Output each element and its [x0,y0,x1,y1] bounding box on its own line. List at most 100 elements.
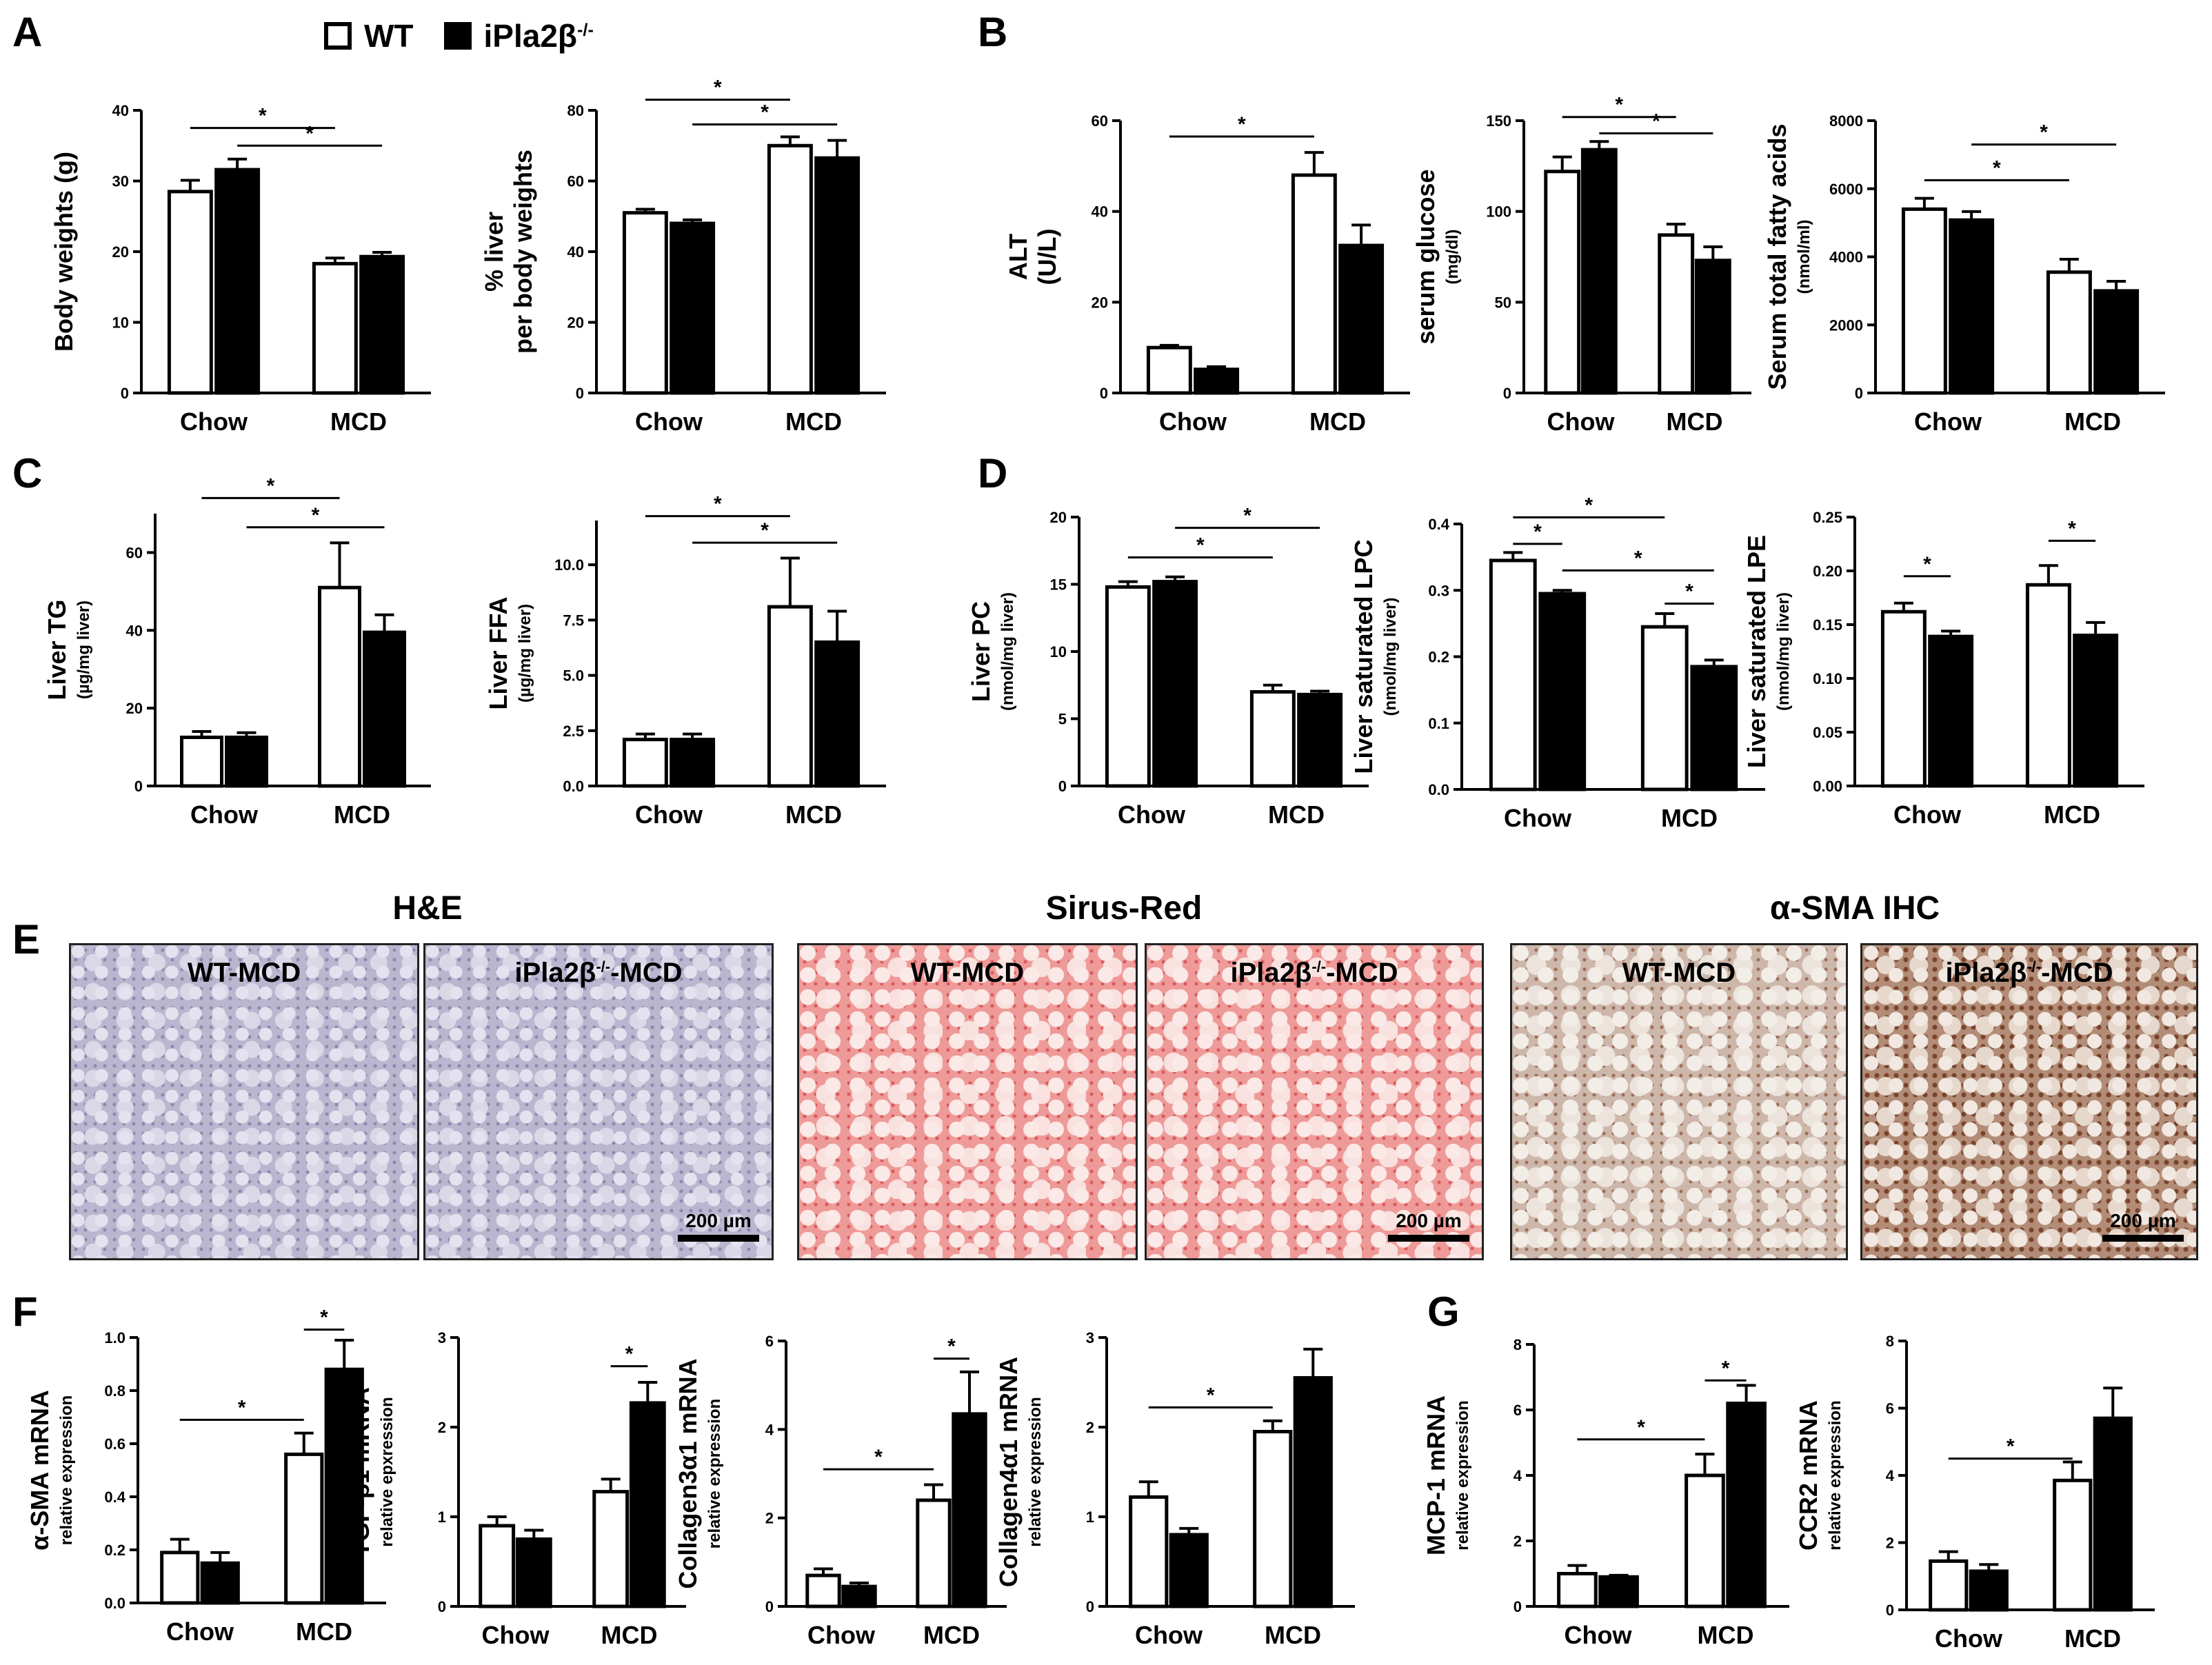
bar-ko [1538,592,1587,791]
x-category-label: MCD [1309,407,1366,436]
y-axis-sublabel: relative expression [1826,1400,1844,1550]
title-sirius-red: Sirus-Red [1045,890,1203,927]
bar-wt [767,143,813,395]
bar-ko [324,1367,364,1605]
significance-star: * [874,1446,883,1469]
bar-wt [2053,1478,2093,1612]
y-axis-label: Liver saturated LPC [1349,539,1378,774]
y-tick-label: 1 [1086,1508,1094,1526]
bar-ko [1152,580,1198,788]
bar-wt [1146,345,1192,395]
micrograph-label-suffix: -MCD [610,958,683,988]
y-axis-label: Collagen3α1 mRNA [674,1358,702,1588]
micrograph-label-text: WT-MCD [187,958,301,988]
significance-star: * [1585,494,1593,516]
y-tick-label: 20 [1050,509,1067,526]
bar-ko [200,1561,240,1605]
y-axis-label: Collagen4α1 mRNA [994,1357,1023,1587]
bar-ko [1949,218,1995,395]
y-tick-label: 0.0 [563,778,584,795]
y-tick-label: 50 [1495,294,1511,311]
x-category-label: MCD [2064,407,2121,436]
y-tick-label: 2 [765,1510,774,1527]
y-tick-label: 40 [126,622,143,639]
bar-wt [622,211,668,395]
y-tick-label: 0.05 [1813,724,1842,741]
y-axis-label: Liver FFA [484,596,512,709]
y-tick-label: 0.8 [104,1382,125,1400]
bar-ko [814,156,861,395]
micrograph-label-text: WT-MCD [1622,958,1736,988]
micrograph-sma-ko: iPla2β-/--MCD 200 µm [1860,943,2198,1260]
y-tick-label: 2 [438,1419,446,1436]
y-axis-sublabel: relative expression [1026,1397,1045,1546]
legend-wt-label: WT [364,18,414,54]
bar-ko [225,735,268,788]
micrograph-label: iPla2β-/--MCD [425,958,772,989]
y-tick-label: 100 [1486,203,1511,221]
y-axis-label: Liver PC [967,601,995,702]
legend-ko-name: iPla2β [483,18,577,54]
legend-wt-swatch [324,22,352,50]
y-tick-label: 20 [567,314,584,332]
bar-ko [359,254,405,395]
y-tick-label: 40 [112,102,129,119]
x-category-label: Chow [166,1617,234,1646]
y-tick-label: 2.5 [563,723,584,740]
legend-ko-sup: -/- [577,20,594,40]
panel-letter-g: G [1427,1289,1460,1335]
micrograph-label-text: iPla2β [1945,958,2027,988]
bar-ko [629,1401,666,1608]
panel-letter-b: B [978,9,1008,55]
y-tick-label: 0.00 [1813,778,1842,795]
y-axis-sublabel: relative expression [705,1399,724,1548]
y-tick-label: 5.0 [563,667,584,685]
bar-ko [841,1584,877,1608]
significance-star: * [2068,517,2076,540]
x-category-label: Chow [482,1621,550,1649]
micrograph-he-ko: iPla2β-/--MCD 200 µm [423,943,774,1260]
y-tick-label: 0.3 [1428,582,1449,599]
significance-star: * [714,493,722,516]
bar-ko [2073,634,2119,788]
y-tick-label: 4 [1886,1467,1895,1484]
panel-letter-c: C [12,450,43,496]
y-tick-label: 8 [1886,1333,1894,1350]
y-axis-label: serum glucose [1411,169,1440,344]
bar-wt [767,605,813,788]
bar-ko [1297,692,1343,788]
significance-star: * [259,105,267,128]
bar-ko [1293,1376,1333,1608]
x-category-label: MCD [330,407,387,436]
bar-wt [479,1524,516,1608]
micrograph-label-sup: -/- [2027,958,2042,976]
y-tick-label: 30 [112,173,129,190]
y-tick-label: 6000 [1829,181,1863,198]
bar-wt [805,1573,841,1608]
y-tick-label: 6 [765,1333,774,1350]
bar-wt [1105,585,1151,788]
y-tick-label: 0 [1058,778,1067,795]
significance-star: * [1534,521,1542,543]
y-axis-label: ALT [1004,234,1032,280]
significance-star: * [1923,553,1931,576]
y-tick-label: 0 [576,385,584,402]
y-tick-label: 0.6 [104,1435,125,1453]
y-tick-label: 0 [765,1598,774,1615]
bar-wt [592,1490,630,1608]
scale-bar-label: 200 µm [2110,1210,2176,1231]
y-tick-label: 2000 [1829,316,1863,334]
significance-star: * [1652,110,1660,132]
legend: WT iPla2β-/- [324,15,594,57]
y-tick-label: 20 [112,243,129,261]
micrograph-label-suffix: -MCD [1326,958,1398,988]
panel-letter-f: F [12,1289,38,1335]
y-axis-sublabel: (mg/dl) [1443,230,1462,285]
y-tick-label: 0 [121,385,129,402]
y-axis-sublabel: (µg/mg liver) [74,601,93,699]
significance-star: * [1615,94,1623,117]
significance-star: * [1196,534,1205,557]
x-category-label: Chow [807,1621,876,1649]
bar-ko [670,221,716,395]
